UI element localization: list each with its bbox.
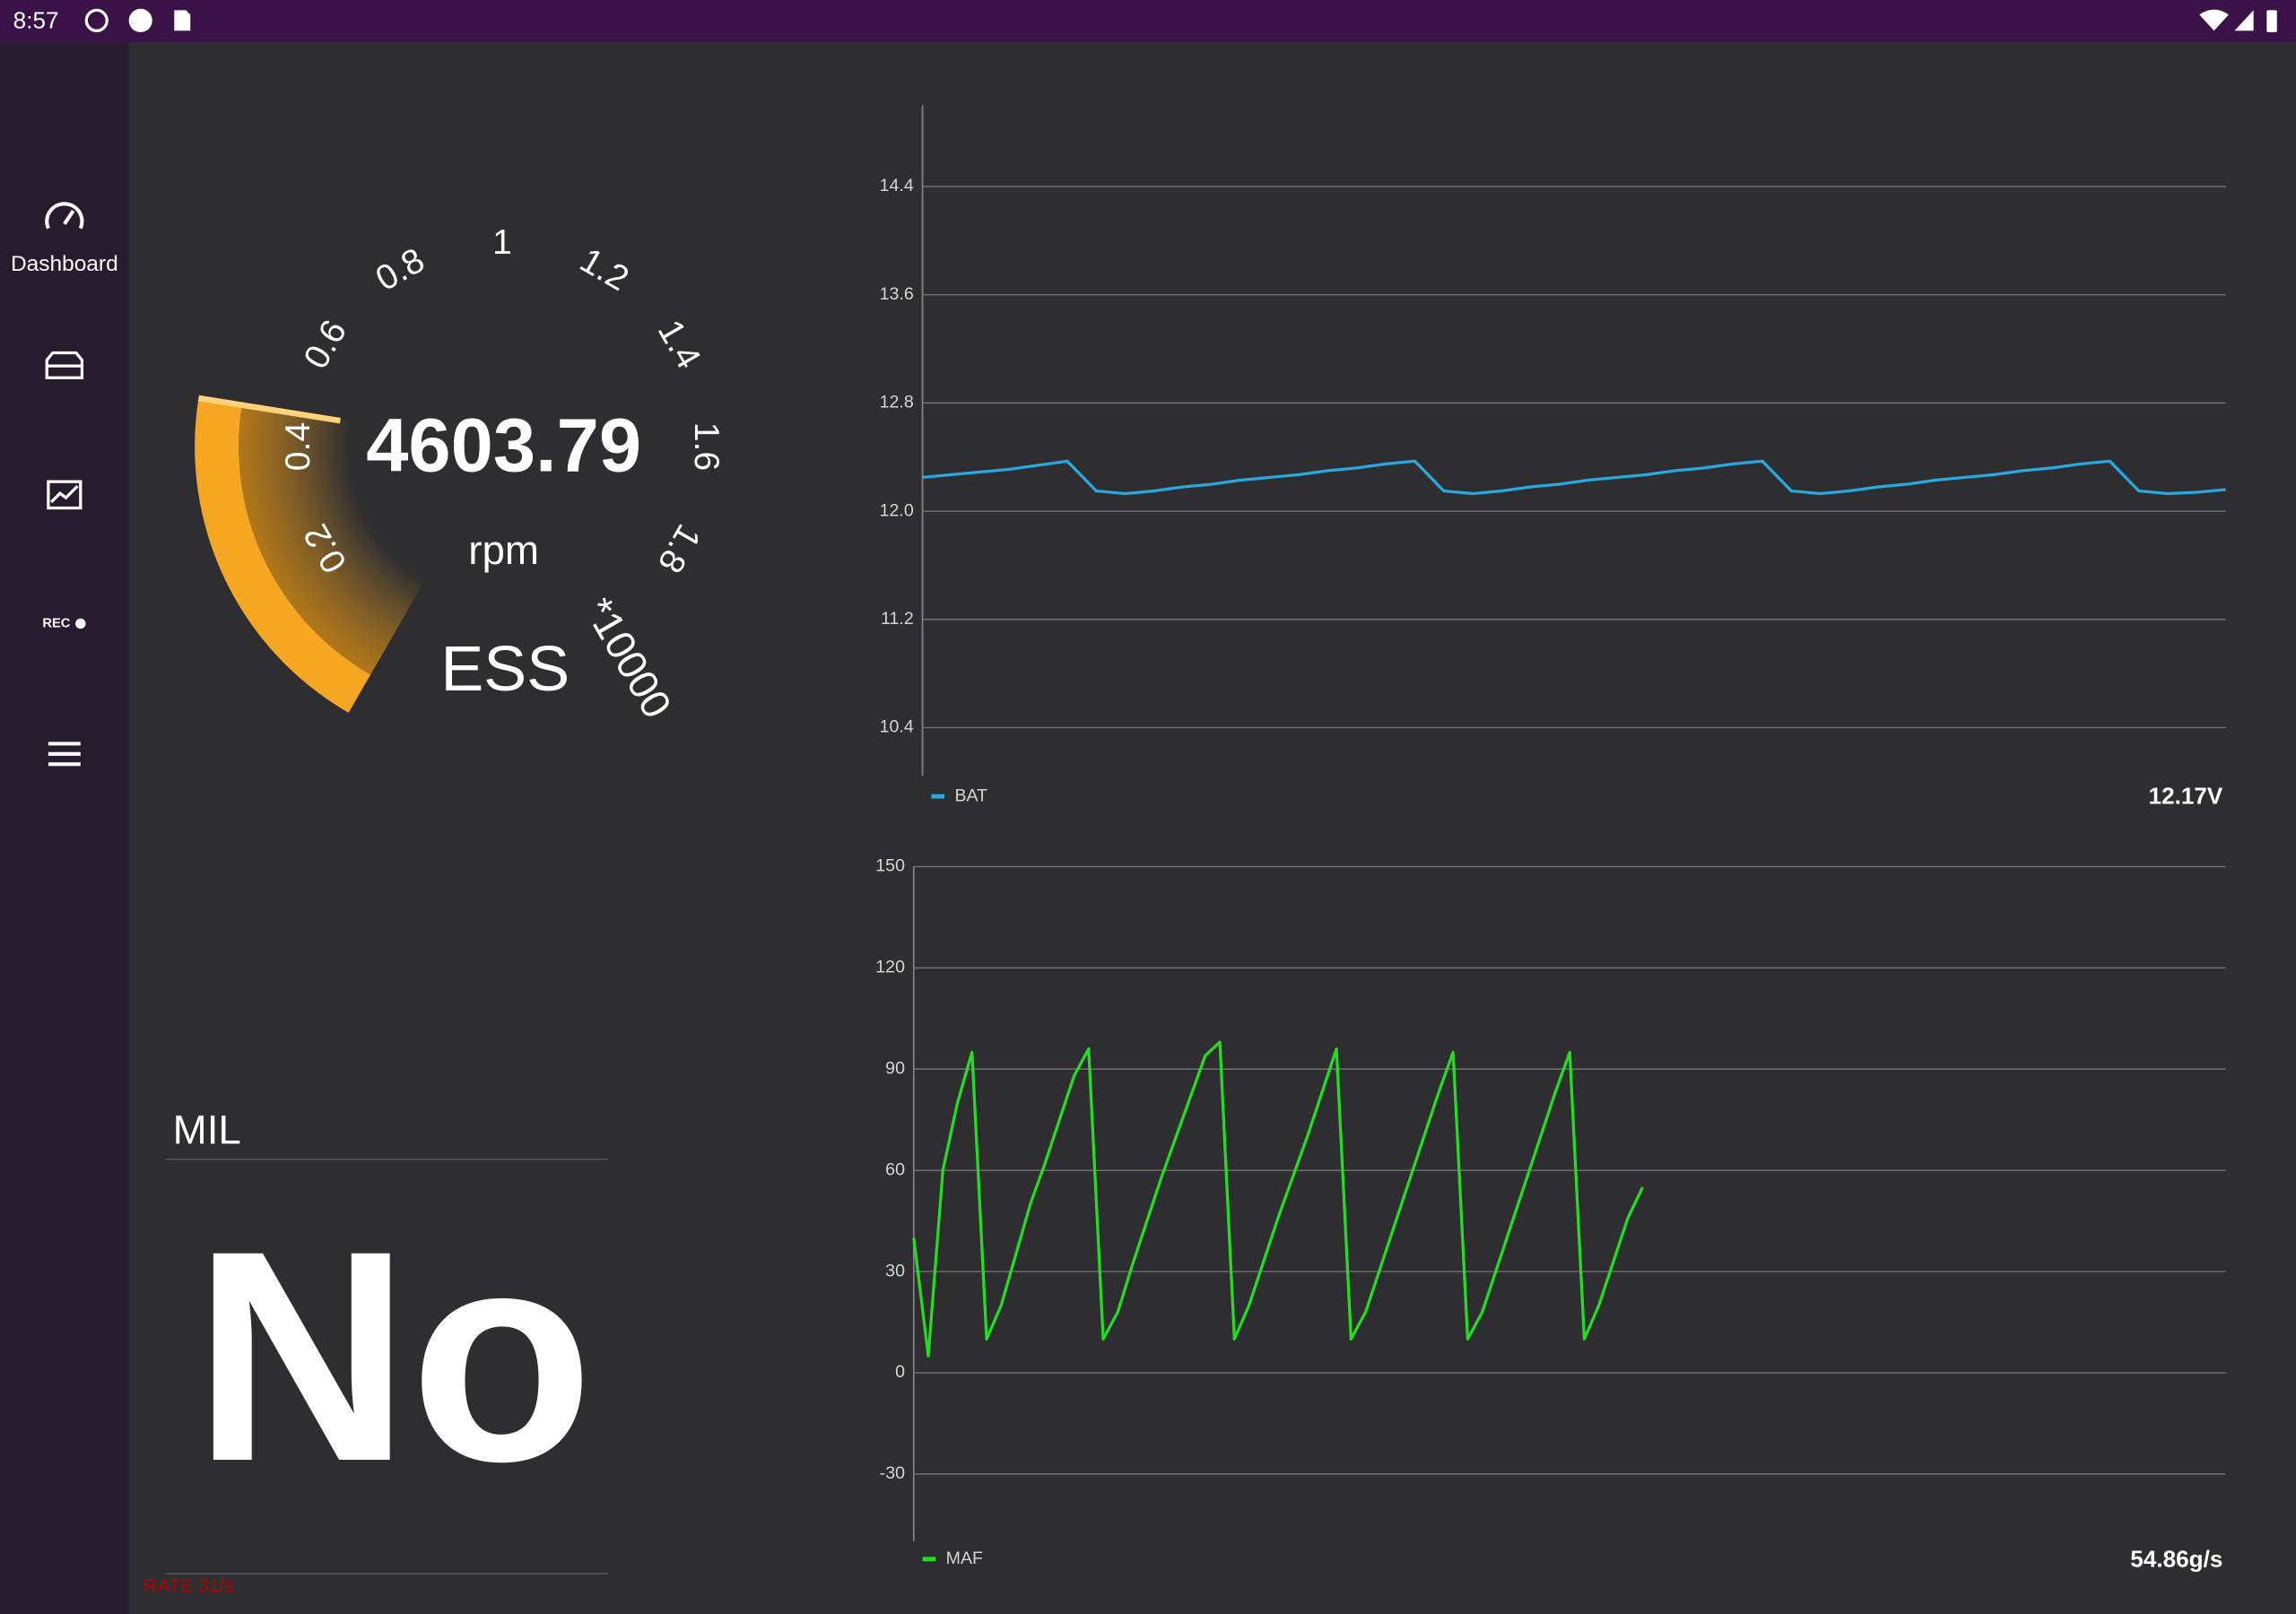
mil-value: No [194,1188,594,1523]
current-value: 54.86g/s [2130,1545,2222,1572]
nav-engine[interactable] [45,351,84,379]
nav-record[interactable]: REC [42,616,86,630]
gauge-tick-label: 1 [492,223,512,262]
y-tick-label: 120 [875,958,905,977]
y-tick-label: 30 [885,1261,905,1280]
nav-dashboard[interactable]: Dashboard [11,202,118,276]
gauge-label: ESS [440,633,570,705]
gauge-tick-label: 0.4 [279,422,317,471]
y-tick-label: 12.0 [880,500,914,520]
y-tick-label: -30 [880,1463,905,1483]
data-line [922,459,2226,496]
y-tick-label: 13.6 [880,284,914,304]
gauge-glow [239,404,430,675]
y-tick-label: 14.4 [880,176,914,195]
gauge-tick-label: 1.6 [687,422,726,471]
data-line [912,1040,1644,1358]
mil-title: MIL [173,1107,241,1153]
y-tick-label: 12.8 [880,393,914,412]
y-tick-label: 11.2 [881,609,914,629]
y-tick-label: 150 [875,856,905,876]
legend-label: MAF [946,1549,983,1568]
status-icons [84,8,2277,32]
nav-charts[interactable] [47,480,83,510]
gauge-unit: rpm [468,527,539,573]
status-time: 8:57 [13,6,59,33]
rate-label: RATE 31/s [144,1575,234,1596]
nav-menu[interactable] [48,742,81,767]
sidebar [0,42,129,1614]
nav-label: REC [42,616,70,630]
nav-label: Dashboard [11,252,118,276]
legend-swatch [931,794,945,799]
legend-label: BAT [954,785,987,805]
gauge-arc [195,397,371,713]
y-tick-label: 10.4 [880,717,914,737]
status-bar [0,0,2296,43]
y-tick-label: 60 [885,1159,905,1179]
gauge-needle [197,395,341,424]
legend-swatch [922,1557,936,1562]
y-tick-label: 0 [895,1362,905,1382]
y-tick-label: 90 [885,1058,905,1078]
current-value: 12.17V [2149,783,2223,810]
gauge-value: 4603.79 [366,402,641,487]
